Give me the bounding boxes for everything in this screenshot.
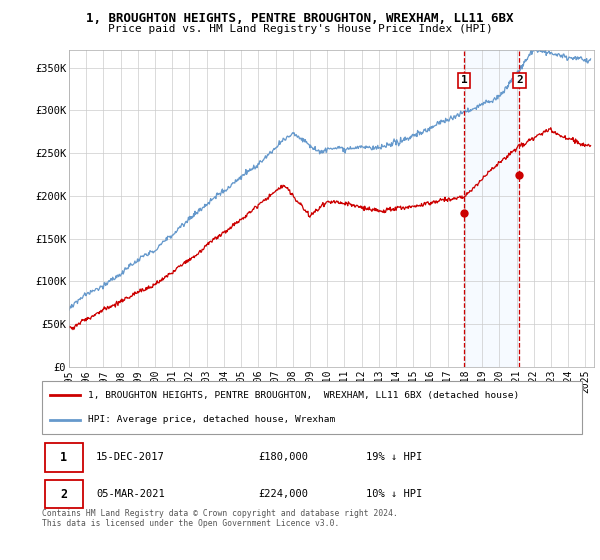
FancyBboxPatch shape — [45, 444, 83, 472]
Text: HPI: Average price, detached house, Wrexham: HPI: Average price, detached house, Wrex… — [88, 415, 335, 424]
Text: 2: 2 — [516, 76, 523, 85]
Text: 19% ↓ HPI: 19% ↓ HPI — [366, 452, 422, 463]
FancyBboxPatch shape — [45, 480, 83, 508]
Text: 05-MAR-2021: 05-MAR-2021 — [96, 489, 165, 499]
Text: £180,000: £180,000 — [258, 452, 308, 463]
Text: 1: 1 — [461, 76, 467, 85]
Text: 2: 2 — [60, 488, 67, 501]
Text: 1: 1 — [60, 451, 67, 464]
Text: 15-DEC-2017: 15-DEC-2017 — [96, 452, 165, 463]
Text: 1, BROUGHTON HEIGHTS, PENTRE BROUGHTON,  WREXHAM, LL11 6BX (detached house): 1, BROUGHTON HEIGHTS, PENTRE BROUGHTON, … — [88, 391, 519, 400]
Text: Contains HM Land Registry data © Crown copyright and database right 2024.: Contains HM Land Registry data © Crown c… — [42, 510, 398, 519]
Bar — [464, 50, 520, 367]
Text: This data is licensed under the Open Government Licence v3.0.: This data is licensed under the Open Gov… — [42, 520, 340, 529]
Text: £224,000: £224,000 — [258, 489, 308, 499]
Text: Price paid vs. HM Land Registry's House Price Index (HPI): Price paid vs. HM Land Registry's House … — [107, 24, 493, 34]
Text: 10% ↓ HPI: 10% ↓ HPI — [366, 489, 422, 499]
Text: 1, BROUGHTON HEIGHTS, PENTRE BROUGHTON, WREXHAM, LL11 6BX: 1, BROUGHTON HEIGHTS, PENTRE BROUGHTON, … — [86, 12, 514, 25]
